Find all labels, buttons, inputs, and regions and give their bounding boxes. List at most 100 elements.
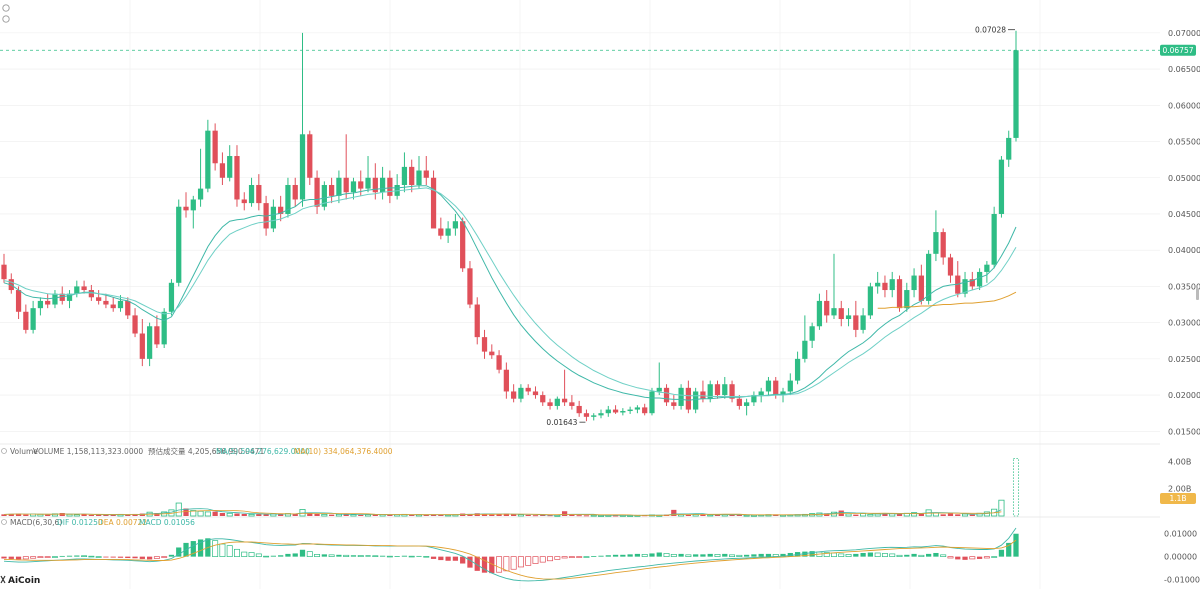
macd-histogram-bar — [153, 556, 160, 559]
candle-body — [991, 213, 997, 265]
candle-body — [15, 290, 22, 312]
candle-body — [503, 369, 509, 392]
candle — [59, 286, 65, 305]
candle — [350, 177, 357, 200]
candle-body — [525, 387, 531, 392]
candle-body — [758, 391, 764, 396]
volume-bar — [110, 514, 116, 516]
volume-bar — [103, 514, 109, 516]
macd-histogram-bar — [74, 555, 80, 557]
candle — [212, 123, 218, 171]
candle-body — [365, 177, 371, 189]
candle — [292, 177, 298, 207]
macd-histogram-bar — [481, 556, 488, 573]
volume-bar — [8, 513, 14, 516]
candle-body — [896, 279, 903, 309]
volume-settings-icon[interactable] — [1, 448, 7, 454]
settings-icon[interactable] — [2, 4, 10, 12]
candle-body — [882, 282, 888, 291]
candle-body — [66, 293, 73, 301]
candle — [336, 170, 342, 204]
macd-histogram-bar — [22, 556, 29, 560]
grid-lines — [0, 0, 1160, 589]
candle-body — [438, 228, 444, 236]
aicoin-logo-icon — [0, 575, 6, 584]
candle — [452, 213, 459, 236]
volume-bar — [998, 499, 1005, 517]
price-tick-label: 0.02500 — [1168, 355, 1200, 364]
macd-histogram-bar — [758, 553, 764, 557]
candle — [831, 253, 837, 320]
macd-histogram-bar — [641, 554, 648, 557]
volume-bar — [409, 514, 415, 516]
volume-bar — [911, 512, 918, 517]
volume-bar — [263, 514, 269, 516]
macd-histogram-bar — [445, 556, 451, 561]
candle — [511, 384, 517, 403]
candle-body — [154, 326, 160, 345]
candle — [816, 293, 823, 330]
volume-bar — [496, 514, 502, 516]
macd-histogram-bar — [365, 555, 371, 557]
candle — [205, 119, 211, 193]
price-tick-label: 0.06000 — [1168, 101, 1200, 110]
candle — [117, 295, 124, 312]
macd-histogram-bar — [306, 551, 313, 557]
candle-body — [540, 395, 546, 403]
price-tick-label: 0.05500 — [1168, 138, 1200, 147]
candle-body — [787, 380, 793, 392]
candle-body — [74, 286, 80, 294]
candle-body — [634, 407, 641, 410]
candle — [365, 156, 371, 193]
macd-histogram-bar — [598, 555, 604, 557]
candle — [751, 391, 757, 406]
candle — [52, 290, 58, 309]
volume-bar — [729, 514, 735, 516]
macd-histogram-bar — [423, 556, 430, 558]
candle-body — [969, 279, 975, 287]
macd-histogram-bar — [969, 556, 976, 560]
candle — [591, 413, 597, 421]
macd-histogram-bar — [110, 556, 116, 558]
candle-body — [256, 184, 262, 204]
candle-body — [139, 333, 145, 359]
candle-body — [518, 387, 524, 399]
candle-body — [299, 134, 306, 200]
candle-body — [88, 290, 94, 298]
macd-histogram-bar — [722, 553, 728, 557]
macd-histogram-bar — [496, 556, 503, 573]
candle-body — [707, 384, 713, 399]
candle — [401, 152, 408, 193]
macd-histogram-bar — [401, 555, 408, 557]
candle — [882, 275, 888, 298]
scroll-handle[interactable] — [1196, 288, 1199, 300]
macd-histogram-bar — [678, 553, 684, 557]
candle — [15, 286, 22, 320]
macd-histogram-bar — [299, 549, 306, 557]
price-axis: 0.07000 0.06500 0.06000 0.05500 0.05000 0.045… — [1168, 29, 1200, 436]
candle — [503, 362, 509, 399]
macd-histogram-bar — [408, 555, 415, 558]
candle-body — [161, 311, 167, 345]
candle — [270, 199, 277, 233]
macd-histogram-bar — [940, 554, 947, 557]
macd-histogram-bar — [241, 551, 248, 557]
candle-body — [511, 391, 517, 399]
candle — [139, 319, 145, 367]
volume-bar — [525, 514, 531, 516]
macd-settings-icon[interactable] — [1, 519, 7, 525]
macd-histogram-bar — [933, 552, 939, 557]
macd-histogram-bar — [503, 556, 510, 572]
candle — [802, 315, 808, 363]
candle — [343, 134, 349, 200]
candle-body — [816, 300, 823, 327]
volume-bar — [81, 514, 87, 516]
candle-body — [117, 300, 124, 309]
candle — [489, 344, 495, 359]
candle — [183, 192, 189, 218]
visibility-icon[interactable] — [2, 15, 10, 23]
volume-bar — [335, 513, 342, 517]
candle — [576, 400, 582, 417]
macd-tick-label: -0.01000 — [1164, 576, 1200, 585]
